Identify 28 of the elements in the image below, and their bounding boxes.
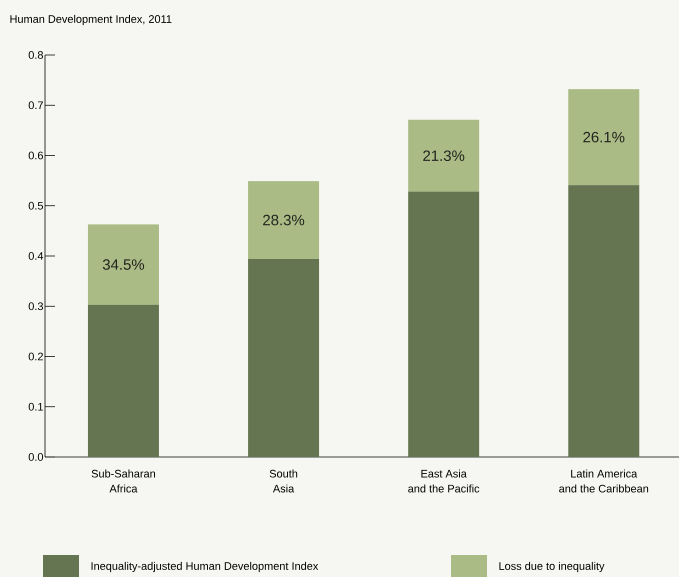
bar: [248, 259, 320, 457]
bar: [568, 89, 640, 186]
bar: [408, 120, 480, 192]
chart-title: Human Development Index, 2011: [10, 14, 172, 26]
y-tick-label: 0.3: [28, 302, 44, 310]
y-tick-label: 0.7: [28, 101, 43, 110]
x-tick-label: Sub-Saharan Africa: [92, 470, 156, 492]
y-tick-label: 0.4: [28, 252, 44, 260]
bar: [88, 224, 159, 305]
y-tick-label: 0.0: [28, 453, 44, 461]
legend-label: Inequality-adjusted Human Development Index: [92, 562, 318, 572]
annotation: 26.1%: [583, 132, 624, 142]
x-tick-label: Latin America and the Caribbean: [559, 470, 648, 492]
y-tick-label: 0.8: [28, 51, 44, 59]
legend-label: Loss due to inequality: [499, 562, 604, 572]
y-tick-label: 0.1: [28, 402, 43, 411]
y-tick-label: 0.2: [28, 352, 43, 360]
x-tick-label: South Asia: [270, 470, 298, 492]
bar: [248, 181, 320, 259]
x-tick-label: East Asia and the Pacific: [408, 470, 480, 492]
annotation: 21.3%: [423, 150, 464, 162]
y-tick-label: 0.5: [28, 202, 44, 210]
y-tick-label: 0.6: [28, 152, 44, 160]
bar: [568, 185, 640, 457]
annotation: 34.5%: [102, 259, 144, 270]
bar: [408, 192, 480, 457]
bar: [88, 304, 159, 457]
annotation: 28.3%: [263, 214, 304, 226]
